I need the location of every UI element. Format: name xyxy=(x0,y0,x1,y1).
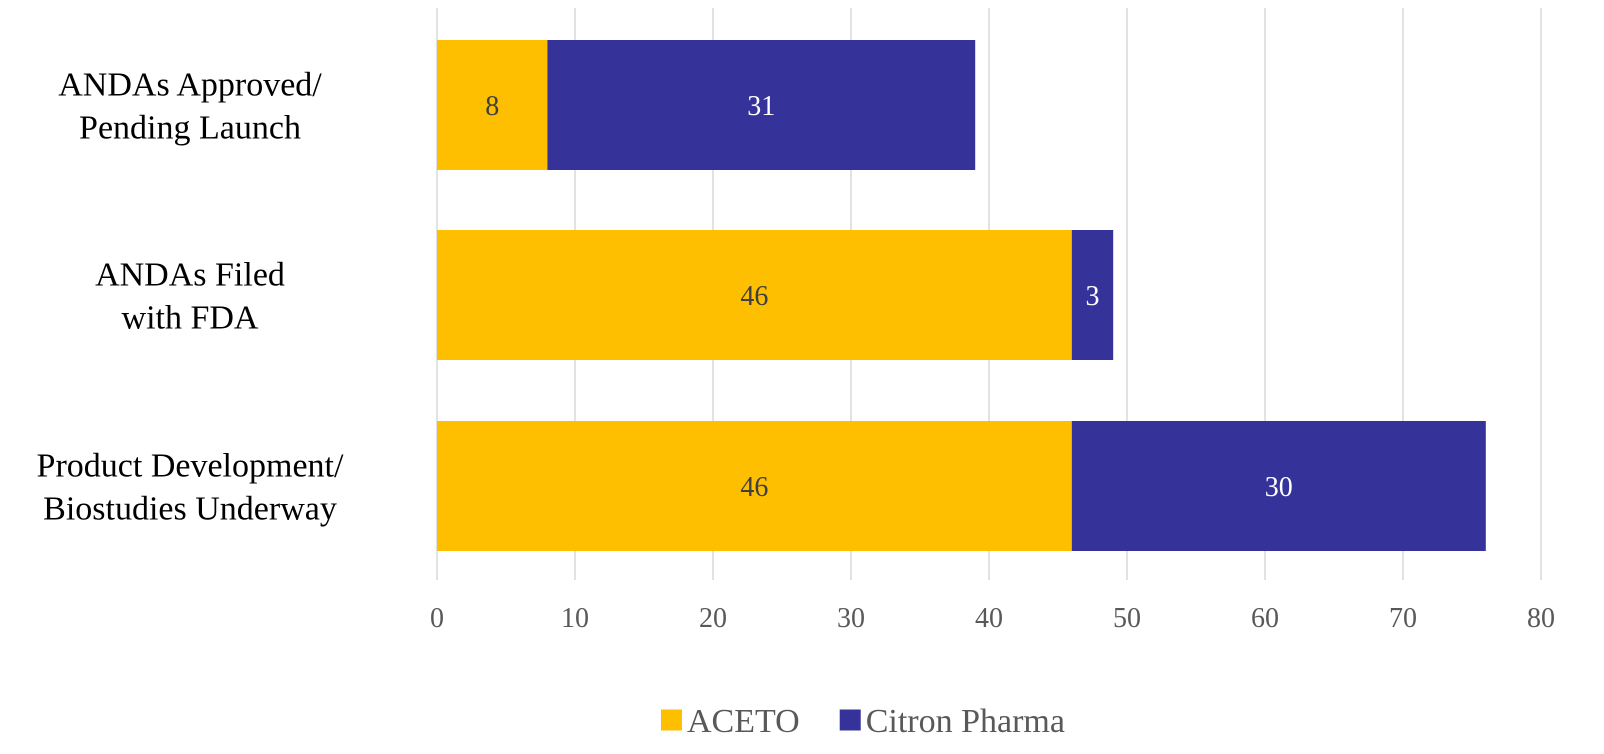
data-label: 46 xyxy=(740,472,768,503)
data-label: 8 xyxy=(485,91,499,122)
bar-segment xyxy=(437,230,1072,360)
category-label: ANDAs Approved/ xyxy=(58,67,322,104)
category-label: Product Development/ xyxy=(37,448,344,485)
legend-swatch xyxy=(661,709,682,731)
x-tick-label: 50 xyxy=(1113,603,1141,634)
legend-label: Citron Pharma xyxy=(866,703,1065,740)
bar-segment xyxy=(437,40,548,170)
x-tick-label: 60 xyxy=(1251,603,1279,634)
category-labels: ANDAs Approved/Pending Launch ANDAs Filed… xyxy=(37,67,344,528)
category-label: Pending Launch xyxy=(79,110,301,147)
bar-segment xyxy=(437,421,1072,551)
x-axis-tick-labels: 0 10 20 30 40 50 60 70 80 xyxy=(430,603,1555,634)
bar-segment xyxy=(547,40,976,170)
x-tick-label: 40 xyxy=(975,603,1003,634)
bars: 8 31 46 3 46 30 xyxy=(437,40,1486,551)
category-label: with FDA xyxy=(122,300,259,337)
legend-label: ACETO xyxy=(687,703,800,740)
x-tick-label: 20 xyxy=(699,603,727,634)
data-label: 31 xyxy=(747,91,775,122)
bar-segment xyxy=(1071,421,1486,551)
category-label: ANDAs Filed xyxy=(95,257,285,294)
data-label: 3 xyxy=(1086,281,1100,312)
legend-swatch xyxy=(839,709,861,731)
data-label: 30 xyxy=(1265,472,1293,503)
bar-segment xyxy=(1071,230,1114,360)
category-label: Biostudies Underway xyxy=(43,491,337,528)
x-tick-label: 10 xyxy=(561,603,589,634)
x-tick-label: 0 xyxy=(430,603,444,634)
data-label: 46 xyxy=(740,281,768,312)
legend: ACETO Citron Pharma xyxy=(661,703,1065,740)
x-tick-label: 80 xyxy=(1527,603,1555,634)
x-tick-label: 30 xyxy=(837,603,865,634)
x-tick-label: 70 xyxy=(1389,603,1417,634)
